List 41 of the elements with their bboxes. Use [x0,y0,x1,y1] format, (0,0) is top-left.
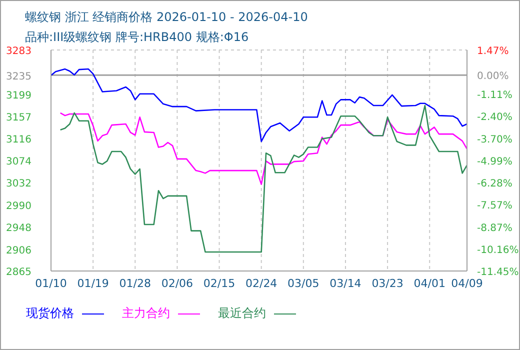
legend-label: 最近合约 [218,305,267,322]
x-tick-label: 01/28 [119,276,151,290]
chart-title: 螺纹钢 浙江 经销商价格 2026-01-10 - 2026-04-10 [25,9,308,26]
x-tick-label: 02/24 [245,276,278,290]
y2-tick-label: -1.11% [477,90,512,102]
x-tick-label: 03/23 [372,276,404,290]
x-tick-label: 02/15 [203,276,236,290]
y2-tick-label: -6.28% [477,178,512,190]
legend-label: 主力合约 [122,305,171,322]
y-tick-label: 3199 [6,90,32,102]
line-series [60,104,467,253]
y-tick-label: 3116 [6,134,32,146]
y-tick-label: 2948 [6,223,32,234]
line-series [51,68,467,142]
y2-tick-label: -8.87% [477,222,512,234]
y-tick-label: 3157 [6,112,32,124]
y2-tick-label: -2.40% [477,112,512,124]
y-tick-label: 3074 [6,156,32,168]
y2-tick-label: -10.16% [477,244,519,256]
x-tick-label: 01/19 [77,276,109,290]
chart-subtitle: 品种:III级螺纹钢 牌号:HRB400 规格:Φ16 [25,29,249,46]
y-tick-label: 3283 [6,46,32,57]
y-tick-label: 3032 [6,178,32,190]
x-tick-label: 04/09 [451,276,483,290]
y2-tick-label: 1.47% [477,46,509,57]
legend-label: 现货价格 [26,305,75,322]
line-series [60,112,467,185]
x-tick-label: 03/05 [288,276,320,290]
y2-tick-label: -11.45% [477,267,519,278]
x-tick-label: 03/14 [330,276,362,290]
y-tick-label: 3235 [6,71,32,82]
x-tick-label: 02/06 [161,276,194,290]
y2-tick-label: -3.70% [477,134,512,146]
x-tick-label: 01/10 [35,276,67,290]
y-tick-label: 2990 [6,200,32,212]
y2-tick-label: -4.99% [477,156,512,168]
y2-tick-label: -7.57% [477,200,512,212]
y-tick-label: 2865 [6,267,32,278]
y-tick-label: 2906 [6,245,32,256]
x-tick-label: 04/01 [414,276,446,290]
y2-tick-label: 0.00% [477,71,509,82]
